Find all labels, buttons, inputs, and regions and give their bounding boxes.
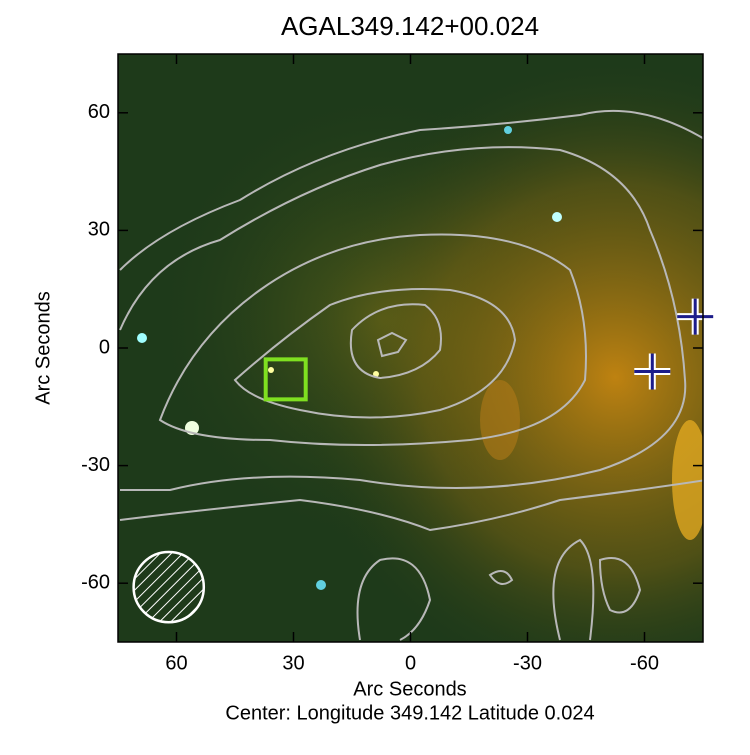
- x-tick-label: 0: [405, 652, 416, 674]
- square-marker: [263, 357, 308, 402]
- x-tick-label: -30: [513, 652, 542, 674]
- beam: [132, 550, 206, 624]
- cross-marker: [634, 353, 671, 390]
- chart-title: AGAL349.142+00.024: [281, 11, 539, 41]
- cross-marker: [677, 298, 714, 335]
- x-tick-label: 60: [165, 652, 187, 674]
- y-axis-label: Arc Seconds: [32, 291, 54, 404]
- subtitle: Center: Longitude 349.142 Latitude 0.024: [225, 702, 594, 724]
- image: [118, 54, 703, 642]
- x-axis-label: Arc Seconds: [353, 678, 466, 700]
- x-tick-label: 30: [282, 652, 304, 674]
- x-tick-label: -60: [630, 652, 659, 674]
- y-tick-label: 0: [99, 336, 110, 358]
- y-tick-label: 30: [88, 219, 110, 241]
- y-tick-label: 60: [88, 101, 110, 123]
- y-tick-label: -30: [81, 454, 110, 476]
- y-tick-label: -60: [81, 571, 110, 593]
